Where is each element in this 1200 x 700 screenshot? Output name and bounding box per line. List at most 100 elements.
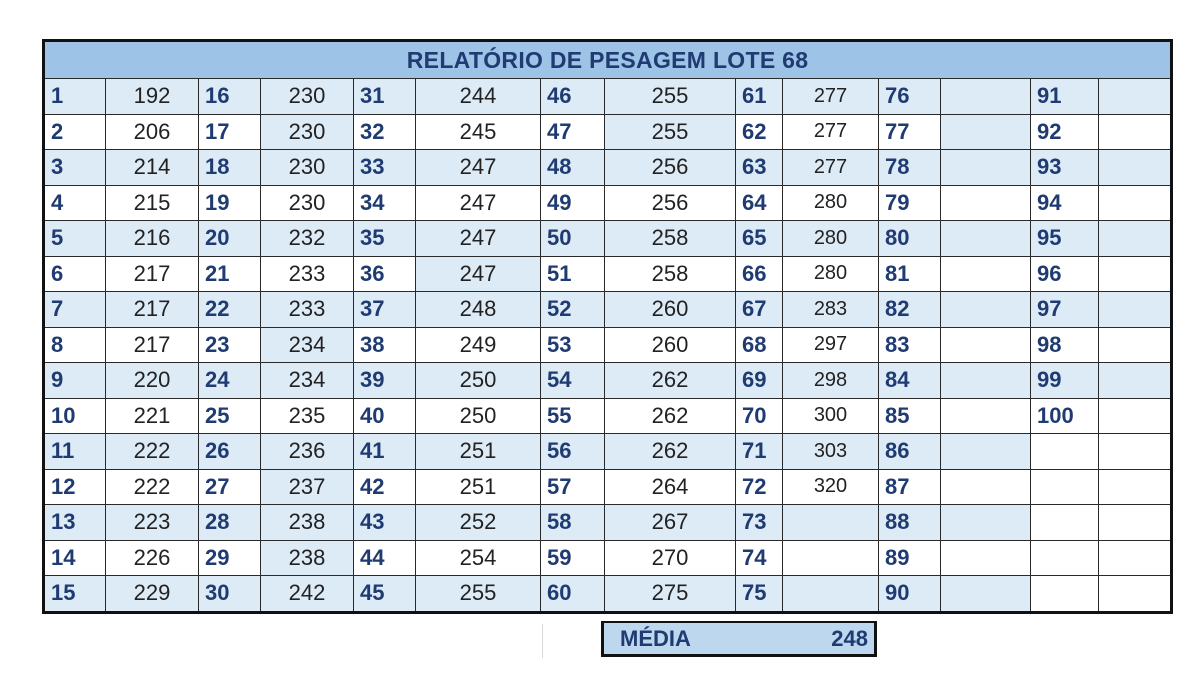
table-row: 10 221 25 235 40 250 55 262 70 300 85 100 — [43, 397, 1173, 434]
table-row: 13 223 28 238 43 252 58 267 73 88 — [43, 504, 1173, 541]
average-value: 248 — [831, 625, 868, 651]
animal-number: 36 — [353, 255, 416, 292]
animal-weight: 280 — [782, 220, 879, 257]
animal-weight: 262 — [604, 433, 736, 470]
animal-number: 77 — [878, 113, 941, 150]
animal-number: 55 — [540, 397, 605, 434]
animal-number: 43 — [353, 504, 416, 541]
animal-weight — [1097, 113, 1173, 150]
animal-number: 14 — [43, 539, 106, 576]
animal-weight: 237 — [260, 468, 354, 505]
animal-weight: 192 — [105, 78, 199, 115]
animal-weight — [782, 504, 879, 541]
animal-number: 98 — [1030, 326, 1099, 363]
animal-number: 91 — [1030, 78, 1099, 115]
animal-number: 70 — [735, 397, 783, 434]
animal-weight — [940, 326, 1031, 363]
animal-number: 46 — [540, 78, 605, 115]
animal-weight: 255 — [415, 575, 541, 613]
animal-number: 90 — [878, 575, 941, 613]
animal-number: 92 — [1030, 113, 1099, 150]
animal-number: 37 — [353, 291, 416, 328]
animal-weight: 217 — [105, 291, 199, 328]
animal-number: 42 — [353, 468, 416, 505]
animal-weight — [940, 433, 1031, 470]
animal-number: 59 — [540, 539, 605, 576]
animal-weight: 235 — [260, 397, 354, 434]
animal-weight: 297 — [782, 326, 879, 363]
table-row: 2 206 17 230 32 245 47 255 62 277 77 92 — [43, 113, 1173, 150]
animal-number: 84 — [878, 362, 941, 399]
animal-number: 26 — [198, 433, 261, 470]
animal-weight: 216 — [105, 220, 199, 257]
animal-weight — [1097, 184, 1173, 221]
animal-number: 23 — [198, 326, 261, 363]
animal-number: 5 — [43, 220, 106, 257]
animal-number: 9 — [43, 362, 106, 399]
animal-number: 86 — [878, 433, 941, 470]
animal-weight: 247 — [415, 149, 541, 186]
animal-number: 52 — [540, 291, 605, 328]
animal-number: 20 — [198, 220, 261, 257]
animal-number: 10 — [43, 397, 106, 434]
animal-weight: 248 — [415, 291, 541, 328]
animal-weight: 262 — [604, 362, 736, 399]
animal-number: 50 — [540, 220, 605, 257]
animal-number: 82 — [878, 291, 941, 328]
animal-number: 67 — [735, 291, 783, 328]
animal-weight — [1097, 149, 1173, 186]
animal-weight — [940, 575, 1031, 613]
weighing-report-sheet: RELATÓRIO DE PESAGEM LOTE 68 1 192 16 230 31… — [42, 39, 1174, 614]
table-row: 3 214 18 230 33 247 48 256 63 277 78 93 — [43, 149, 1173, 186]
animal-weight — [940, 504, 1031, 541]
average-box: MÉDIA 248 — [601, 621, 877, 657]
animal-weight — [1097, 255, 1173, 292]
animal-number: 99 — [1030, 362, 1099, 399]
animal-weight — [1097, 78, 1173, 115]
animal-number: 44 — [353, 539, 416, 576]
animal-weight: 250 — [415, 397, 541, 434]
animal-number: 41 — [353, 433, 416, 470]
animal-number: 39 — [353, 362, 416, 399]
animal-weight: 234 — [260, 362, 354, 399]
animal-weight: 275 — [604, 575, 736, 613]
animal-weight: 280 — [782, 255, 879, 292]
animal-number: 15 — [43, 575, 106, 613]
animal-weight: 230 — [260, 113, 354, 150]
animal-weight: 252 — [415, 504, 541, 541]
animal-number: 62 — [735, 113, 783, 150]
animal-number: 56 — [540, 433, 605, 470]
animal-weight: 320 — [782, 468, 879, 505]
animal-number: 48 — [540, 149, 605, 186]
animal-number: 75 — [735, 575, 783, 613]
animal-number: 2 — [43, 113, 106, 150]
cell-divider — [542, 624, 543, 658]
animal-number: 6 — [43, 255, 106, 292]
animal-number: 16 — [198, 78, 261, 115]
animal-number: 17 — [198, 113, 261, 150]
animal-weight — [940, 220, 1031, 257]
animal-number: 63 — [735, 149, 783, 186]
animal-number: 1 — [43, 78, 106, 115]
animal-number: 3 — [43, 149, 106, 186]
animal-number: 100 — [1030, 397, 1099, 434]
animal-weight: 277 — [782, 78, 879, 115]
animal-number: 7 — [43, 291, 106, 328]
animal-weight — [940, 184, 1031, 221]
animal-weight: 303 — [782, 433, 879, 470]
animal-weight — [1097, 575, 1173, 613]
animal-number — [1030, 433, 1099, 470]
animal-number: 74 — [735, 539, 783, 576]
animal-weight: 242 — [260, 575, 354, 613]
animal-weight — [782, 575, 879, 613]
animal-weight: 230 — [260, 184, 354, 221]
animal-number: 89 — [878, 539, 941, 576]
animal-number: 33 — [353, 149, 416, 186]
animal-number: 51 — [540, 255, 605, 292]
animal-number: 93 — [1030, 149, 1099, 186]
animal-weight: 267 — [604, 504, 736, 541]
animal-weight — [1097, 433, 1173, 470]
animal-number: 68 — [735, 326, 783, 363]
table-row: 7 217 22 233 37 248 52 260 67 283 82 97 — [43, 291, 1173, 328]
animal-weight: 233 — [260, 291, 354, 328]
